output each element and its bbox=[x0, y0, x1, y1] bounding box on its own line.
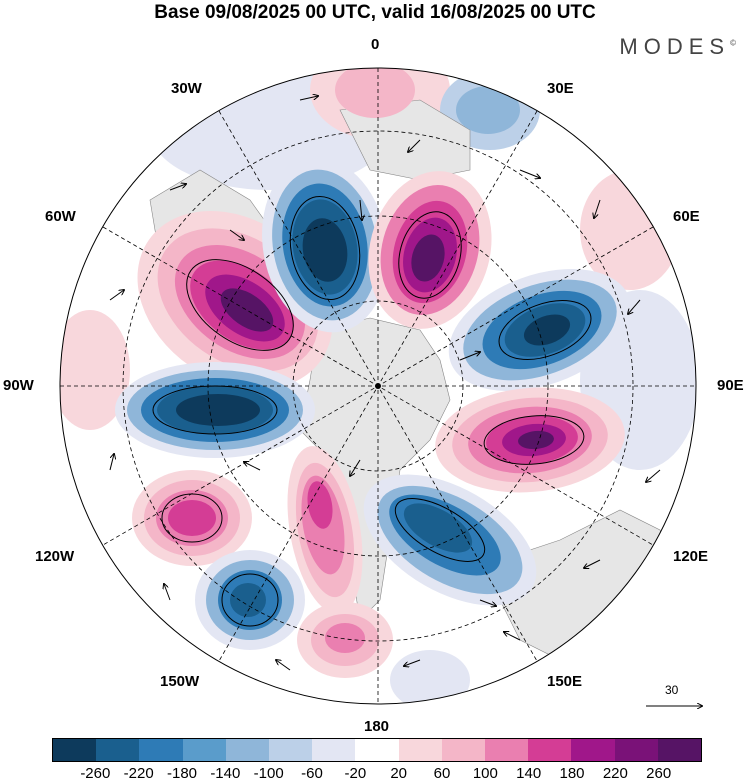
lon-label-150w: 150W bbox=[160, 673, 200, 690]
lon-label-0: 0 bbox=[371, 36, 380, 53]
lon-label-90e: 90E bbox=[717, 377, 744, 394]
colorbar-segment bbox=[269, 739, 313, 761]
lon-label-120e: 120E bbox=[673, 548, 709, 565]
colorbar-segment bbox=[53, 739, 97, 761]
anomaly-neg bbox=[456, 86, 520, 134]
reference-vector-label: 30 bbox=[665, 683, 679, 697]
anomaly-pos bbox=[307, 481, 333, 529]
brand-mark: © bbox=[730, 38, 736, 48]
anomaly-pos bbox=[220, 288, 274, 332]
anomaly-neg bbox=[302, 218, 348, 282]
lon-label-60e: 60E bbox=[673, 208, 700, 225]
lon-label-150e: 150E bbox=[547, 673, 583, 690]
colorbar-tick-label: 140 bbox=[516, 765, 542, 782]
reference-vector bbox=[646, 682, 710, 716]
colorbar-segment bbox=[528, 739, 572, 761]
colorbar-segment bbox=[139, 739, 183, 761]
anomaly-neg bbox=[403, 503, 473, 553]
colorbar-tick-label: 220 bbox=[602, 765, 628, 782]
land-africa bbox=[339, 99, 471, 181]
anomaly-faint-neg bbox=[390, 650, 470, 704]
colorbar-segment bbox=[441, 739, 486, 761]
colorbar-tick-label: 60 bbox=[433, 765, 451, 782]
colorbar-segment bbox=[312, 739, 356, 761]
brand-name: MODES bbox=[619, 34, 731, 59]
colorbar-segment bbox=[398, 739, 442, 761]
colorbar-tick-label: -20 bbox=[344, 765, 367, 782]
modes-logo: MODES© bbox=[619, 34, 736, 60]
wind-vectors bbox=[109, 96, 661, 671]
colorbar-tick-label: 20 bbox=[390, 765, 407, 782]
lon-label-180: 180 bbox=[364, 718, 390, 735]
lon-label-30w: 30W bbox=[171, 80, 202, 97]
colorbar-segment bbox=[96, 739, 140, 761]
colorbar-tick-label: -220 bbox=[123, 765, 154, 782]
colorbar-segment bbox=[571, 739, 615, 761]
anomaly-pos bbox=[518, 430, 554, 450]
colorbar-segment bbox=[182, 739, 226, 761]
chart-title: Base 09/08/2025 00 UTC, valid 16/08/2025… bbox=[154, 2, 596, 23]
colorbar-segment bbox=[485, 739, 529, 761]
colorbar-segment bbox=[614, 739, 658, 761]
colorbar-tick-label: -60 bbox=[301, 765, 323, 782]
anomaly-neg bbox=[176, 394, 260, 426]
colorbar-tick-label: 100 bbox=[472, 765, 498, 782]
colorbar-tick-label: -140 bbox=[210, 765, 241, 782]
colorbar-segment bbox=[657, 739, 702, 761]
colorbar-labels: -260 -220 -180 -140 -100 -60 -20 20 60 100 140 180 2… bbox=[52, 765, 702, 783]
anomaly-neg bbox=[230, 583, 266, 617]
anomaly-pos bbox=[335, 68, 415, 118]
map-border bbox=[59, 67, 697, 705]
colorbar-segment bbox=[355, 739, 399, 761]
colorbar-segment bbox=[225, 739, 270, 761]
colorbar-tick-label: -260 bbox=[80, 765, 111, 782]
colorbar-tick-label: 180 bbox=[559, 765, 585, 782]
lon-label-120w: 120W bbox=[35, 548, 75, 565]
colorbar-tick-label: -180 bbox=[166, 765, 198, 782]
anomaly-pos bbox=[168, 500, 216, 536]
streamlines bbox=[152, 195, 592, 627]
lon-label-60w: 60W bbox=[45, 208, 76, 225]
colorbar-tick-label: -100 bbox=[253, 765, 284, 782]
colorbar-tick-label: 260 bbox=[646, 765, 672, 782]
anomaly-faint-pos bbox=[60, 310, 130, 430]
lon-label-90w: 90W bbox=[3, 377, 34, 394]
anomaly-pos bbox=[411, 234, 445, 282]
lon-label-30e: 30E bbox=[547, 80, 574, 97]
anomaly-pos bbox=[325, 623, 365, 653]
colorbar bbox=[52, 738, 702, 762]
